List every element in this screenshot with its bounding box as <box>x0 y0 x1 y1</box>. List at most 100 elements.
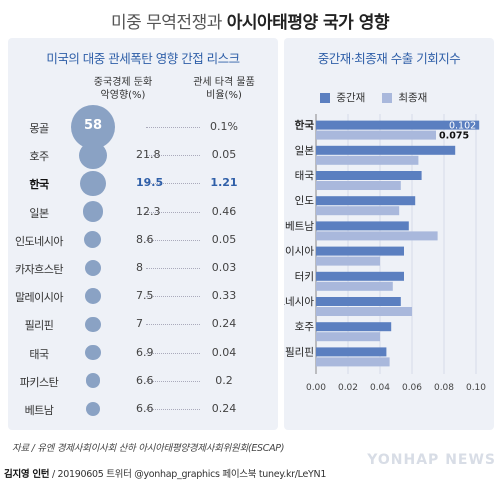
bar-final <box>316 231 438 241</box>
row-country: 일본 <box>29 206 49 220</box>
col2-header-line1: 관세 타격 물품 <box>193 77 255 88</box>
watermark: YONHAP NEWS <box>367 452 496 468</box>
row-ratio: 0.2 <box>215 373 233 387</box>
row-country: 파키스탄 <box>19 375 59 389</box>
risk-row: 호주 21.8 0.05 <box>8 141 278 169</box>
x-tick-label: 0.08 <box>434 383 454 393</box>
row-country: 태국 <box>29 347 49 361</box>
row-country: 필리핀 <box>24 319 54 333</box>
row-country: 몽골 <box>29 122 49 135</box>
x-tick-label: 0.00 <box>306 383 326 393</box>
bar-intermediate <box>316 196 416 206</box>
impact-bubble <box>84 259 102 277</box>
impact-bubble <box>80 170 106 197</box>
row-country: 베트남 <box>24 404 54 417</box>
left-panel-title: 미국의 대중 관세폭탄 영향 간접 리스크 <box>46 51 240 66</box>
risk-row: 베트남 6.6 0.24 <box>8 398 278 420</box>
row-impact: 12.3 <box>136 204 161 218</box>
bar-intermediate <box>316 347 387 357</box>
bar-final <box>316 130 436 140</box>
row-leader-line <box>146 409 200 410</box>
bar-intermediate <box>316 322 392 332</box>
impact-bubble <box>79 141 107 169</box>
bubble-value-label: 58 <box>83 118 103 133</box>
category-label: 필리핀 <box>285 346 314 358</box>
category-label: 인도 <box>295 195 315 207</box>
row-impact: 7 <box>136 317 143 331</box>
row-leader-line <box>146 239 200 241</box>
chart-legend: 중간재 최종재 <box>320 90 427 105</box>
category-label: 일본 <box>295 144 315 157</box>
col2-header-line2: 비율(%) <box>206 90 242 101</box>
row-impact: 6.6 <box>136 402 154 415</box>
bar-final <box>316 307 412 316</box>
legend-swatch-intermediate <box>320 92 330 103</box>
data-label-final: 0.075 <box>439 131 469 142</box>
row-leader-line <box>146 352 200 354</box>
category-label: 말레이시아 <box>284 246 314 258</box>
row-country: 카자흐스탄 <box>14 263 64 276</box>
row-impact: 21.8 <box>136 148 161 162</box>
category-label: 한국 <box>295 119 315 132</box>
title-bold: 아시아태평양 국가 영향 <box>226 13 390 33</box>
left-panel: 미국의 대중 관세폭탄 영향 간접 리스크 중국경제 둔화 악영향(%) 관세 … <box>8 38 278 430</box>
row-ratio: 0.46 <box>211 204 237 218</box>
row-country: 인도네시아 <box>14 234 64 248</box>
x-tick-label: 0.02 <box>338 383 358 393</box>
legend-label-intermediate: 중간재 <box>336 92 366 104</box>
title-light: 미중 무역전쟁과 <box>110 13 222 33</box>
impact-bubble <box>85 344 101 361</box>
right-panel: 중간재·최종재 수출 기회지수 중간재 최종재 0.00 0.02 0.04 0.06… <box>284 38 494 430</box>
risk-row: 한국 19.5 1.21 <box>8 170 278 197</box>
x-tick-label: 0.10 <box>466 383 486 393</box>
row-ratio: 0.1% <box>210 120 238 133</box>
category-label: 베트남 <box>285 220 314 232</box>
row-impact: 6.6 <box>136 373 154 387</box>
x-tick-label: 0.04 <box>370 383 390 393</box>
row-leader-line <box>146 296 200 298</box>
bar-final <box>316 256 380 266</box>
risk-row: 58 몽골 0.1% <box>8 104 278 150</box>
row-leader-line <box>146 268 200 269</box>
bar-intermediate <box>316 221 409 231</box>
impact-bubble <box>84 231 102 249</box>
bar-final <box>316 357 390 367</box>
row-ratio: 0.05 <box>211 232 237 246</box>
category-label: 태국 <box>295 170 315 182</box>
category-label: 인도네시아 <box>284 296 314 308</box>
bar-final <box>316 181 401 190</box>
col1-header-line1: 중국경제 둔화 <box>93 77 153 88</box>
impact-bubble <box>85 316 101 333</box>
bar-intermediate <box>316 120 480 130</box>
impact-bubble <box>85 373 101 389</box>
category-label: 터키 <box>295 271 314 283</box>
row-ratio: 1.21 <box>210 176 238 190</box>
risk-row: 태국 6.9 0.04 <box>8 342 278 364</box>
credit-rest: / 20190605 트위터 @yonhap_graphics 페이스북 tun… <box>49 469 327 480</box>
row-ratio: 0.33 <box>211 289 237 303</box>
legend-swatch-final <box>382 92 393 103</box>
row-impact: 19.5 <box>136 176 164 190</box>
row-impact: 8 <box>136 261 143 274</box>
x-tick-label: 0.06 <box>402 383 422 393</box>
bar-intermediate <box>316 246 404 256</box>
row-ratio: 0.24 <box>211 317 237 331</box>
row-impact: 7.5 <box>136 289 154 303</box>
bar-intermediate <box>316 297 401 306</box>
data-label-intermediate: 0.102 <box>449 121 476 132</box>
category-label: 호주 <box>295 321 315 333</box>
row-leader-line <box>146 155 200 157</box>
credit-author: 김지영 인턴 <box>4 469 50 480</box>
col1-header-line2: 악영향(%) <box>100 90 146 101</box>
legend-label-final: 최종재 <box>398 92 428 104</box>
bar-intermediate <box>316 171 422 180</box>
row-impact: 6.9 <box>136 345 154 359</box>
bar-final <box>316 155 419 165</box>
row-ratio: 0.05 <box>211 148 237 162</box>
bar-intermediate <box>316 271 404 281</box>
bar-intermediate <box>316 145 456 155</box>
bar-final <box>316 281 393 291</box>
credit-line: 김지영 인턴 / 20190605 트위터 @yonhap_graphics 페… <box>4 466 326 480</box>
col2-header: 관세 타격 물품 비율(%) <box>190 76 258 102</box>
